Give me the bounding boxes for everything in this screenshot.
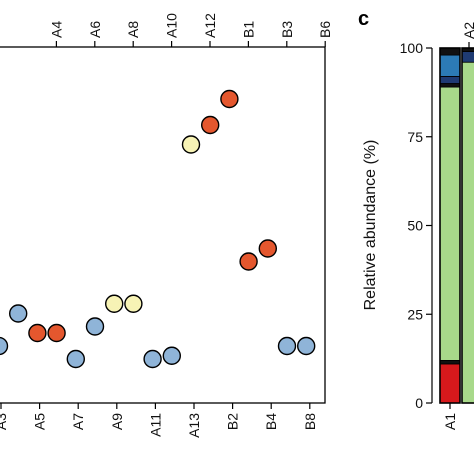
bar-y-tick-label: 25: [407, 306, 423, 322]
bar-segment: [439, 86, 461, 361]
bar-y-tick-label: 50: [407, 218, 423, 234]
bar-top-ticks: A2: [461, 22, 474, 48]
scatter-point: [124, 294, 143, 313]
scatter-bottom-tick-label: B2: [225, 413, 241, 430]
bar-y-tick-label: 0: [415, 395, 423, 411]
scatter-point: [104, 294, 124, 313]
scatter-point: [9, 304, 28, 323]
bar-top-tick-label: A2: [461, 22, 474, 39]
bar-y-tick-label: 100: [400, 40, 424, 56]
scatter-top-ticks: A4 A6 A8 A10 A12 B1 B3 B6: [48, 13, 333, 47]
scatter-point: [28, 323, 47, 343]
scatter-point: [66, 349, 86, 369]
scatter-top-tick-label: B6: [317, 21, 333, 38]
scatter-bottom-tick-label: A5: [32, 413, 48, 430]
bar-stacks: [439, 47, 474, 404]
scatter-top-tick-label: A4: [48, 21, 64, 38]
scatter-top-tick-label: A12: [202, 13, 218, 38]
scatter-bottom-ticks: A3 A5 A7 A9 A11 A13 B2 B4 B8: [0, 403, 318, 438]
scatter-point: [143, 349, 162, 369]
bar-y-tick-label: 75: [407, 129, 423, 145]
scatter-top-tick-label: A8: [125, 21, 141, 38]
scatter-point: [297, 336, 316, 356]
scatter-top-tick-label: A10: [164, 13, 180, 38]
scatter-bottom-tick-label: A9: [109, 413, 125, 430]
scatter-points: [0, 89, 316, 369]
bar-segment: [461, 61, 474, 404]
bar-y-axis: 0 25 50 75 100: [400, 40, 433, 411]
scatter-top-tick-label: A6: [87, 21, 103, 38]
scatter-bottom-tick-label: B8: [302, 413, 318, 430]
scatter-point: [200, 115, 220, 135]
scatter-top-tick-label: B1: [240, 21, 256, 38]
scatter-top-tick-label: B3: [279, 21, 295, 38]
panel-letter-c: c: [358, 8, 369, 30]
bar-segment: [439, 47, 461, 56]
bar-segment: [439, 363, 461, 404]
bar-segment: [439, 83, 461, 88]
bar-segment: [439, 359, 461, 365]
scatter-plot-frame: [0, 46, 326, 404]
scatter-point: [162, 346, 182, 365]
scatter-point: [181, 135, 201, 154]
bar-bottom-ticks: A1: [442, 403, 458, 430]
scatter-point: [85, 317, 105, 336]
scatter-bottom-tick-label: A11: [147, 413, 163, 437]
bar-bottom-tick-label: A1: [442, 413, 458, 430]
bar-segment: [439, 54, 461, 77]
scatter-point: [258, 239, 277, 258]
scatter-bottom-tick-label: A7: [70, 413, 86, 430]
bar-segment: [461, 51, 474, 63]
scatter-point: [239, 252, 258, 271]
scatter-bottom-tick-label: B4: [263, 413, 279, 430]
scatter-point: [220, 89, 239, 109]
scatter-point: [47, 323, 66, 343]
scatter-bottom-tick-label: A13: [186, 413, 202, 438]
scatter-point: [0, 336, 9, 356]
scatter-bottom-tick-label: A3: [0, 413, 9, 430]
bar-y-axis-title: Relative abundance (%): [362, 140, 379, 311]
scatter-point: [277, 336, 297, 356]
bar-segment: [439, 76, 461, 84]
